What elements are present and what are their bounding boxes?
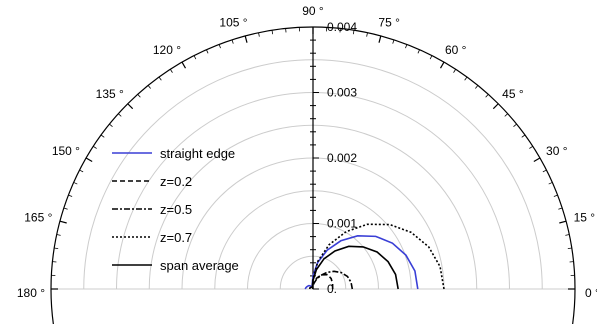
angle-minor-tick xyxy=(485,94,489,98)
angle-minor-tick xyxy=(392,39,395,44)
angle-major-tick xyxy=(59,220,67,224)
angle-minor-tick xyxy=(73,182,78,185)
angle-tick-label: 60 ° xyxy=(445,43,467,57)
legend-layer: straight edge z=0.2 z=0.5 z=0.7 span average xyxy=(112,146,239,273)
angle-tick-label: 90 ° xyxy=(302,4,324,18)
angle-minor-tick xyxy=(93,145,97,149)
angle-major-tick xyxy=(533,157,541,163)
axis-layer: 0 ° 15 ° 30 ° 45 ° 60 ° 75 ° 90 ° 105 ° 120 ° 135… xyxy=(17,4,597,324)
legend-label: straight edge xyxy=(160,146,235,161)
angle-minor-tick xyxy=(429,55,433,60)
angle-minor-tick xyxy=(100,134,105,138)
angle-major-tick xyxy=(559,220,567,224)
angle-minor-tick xyxy=(271,30,274,35)
angle-minor-tick xyxy=(63,207,68,210)
angle-minor-tick xyxy=(56,234,61,236)
angle-minor-tick xyxy=(54,247,59,250)
angle-major-tick xyxy=(85,157,93,163)
angle-minor-tick xyxy=(567,247,572,250)
angle-minor-tick xyxy=(558,207,563,210)
angle-tick-label: 180 ° xyxy=(17,286,45,300)
radial-tick-label: 0.003 xyxy=(327,86,357,100)
angle-minor-tick xyxy=(218,44,221,49)
outer-arc-extension xyxy=(50,288,54,324)
angle-minor-tick xyxy=(529,145,533,149)
angle-minor-tick xyxy=(258,32,260,37)
angle-tick-label: 150 ° xyxy=(52,144,80,158)
angle-tick-label: 15 ° xyxy=(574,211,596,225)
angle-minor-tick xyxy=(504,113,508,117)
angle-minor-tick xyxy=(68,194,73,197)
angle-minor-tick xyxy=(109,123,113,127)
angle-minor-tick xyxy=(475,85,479,89)
series-line-4 xyxy=(308,245,399,290)
angle-minor-tick xyxy=(169,69,173,73)
series-line-0 xyxy=(304,235,419,290)
radial-tick-label: 0.001 xyxy=(327,217,357,231)
angle-minor-tick xyxy=(79,169,84,173)
outer-arc-extension xyxy=(572,288,576,324)
angle-minor-tick xyxy=(565,234,570,236)
angle-minor-tick xyxy=(366,32,368,37)
legend-label: z=0.2 xyxy=(160,174,192,189)
angle-tick-label: 120 ° xyxy=(153,43,181,57)
angle-major-tick xyxy=(244,35,248,43)
angle-tick-label: 0 ° xyxy=(585,286,597,300)
angle-major-tick xyxy=(127,103,134,110)
angle-minor-tick xyxy=(158,76,162,81)
legend-label: span average xyxy=(160,258,239,273)
angle-minor-tick xyxy=(521,134,526,138)
angle-minor-tick xyxy=(553,194,558,197)
series-line-3 xyxy=(311,223,445,290)
angle-minor-tick xyxy=(542,169,547,173)
legend-label: z=0.5 xyxy=(160,202,192,217)
angle-minor-tick xyxy=(206,49,209,54)
angle-minor-tick xyxy=(147,85,151,89)
angle-tick-label: 165 ° xyxy=(24,211,52,225)
angle-minor-tick xyxy=(417,49,420,54)
legend-label: z=0.7 xyxy=(160,230,192,245)
angle-minor-tick xyxy=(464,76,468,81)
angle-minor-tick xyxy=(513,123,517,127)
angle-tick-label: 30 ° xyxy=(546,144,568,158)
series-layer xyxy=(304,223,445,290)
angle-minor-tick xyxy=(548,182,553,185)
angle-minor-tick xyxy=(405,44,408,49)
angle-major-tick xyxy=(378,35,382,43)
angle-minor-tick xyxy=(231,39,234,44)
angle-minor-tick xyxy=(193,55,197,60)
angle-tick-label: 135 ° xyxy=(96,87,124,101)
angle-tick-label: 45 ° xyxy=(502,87,524,101)
angle-minor-tick xyxy=(352,30,355,35)
radial-tick-label: 0.004 xyxy=(327,20,357,34)
angle-major-tick xyxy=(181,61,187,69)
angle-tick-label: 75 ° xyxy=(378,15,400,29)
angle-minor-tick xyxy=(453,69,457,73)
angle-minor-tick xyxy=(137,94,141,98)
angle-major-tick xyxy=(492,103,499,110)
angle-minor-tick xyxy=(118,113,122,117)
series-line-1 xyxy=(311,273,334,290)
angle-tick-label: 105 ° xyxy=(219,15,247,29)
radial-tick-label: 0.002 xyxy=(327,151,357,165)
angle-major-tick xyxy=(439,61,445,69)
